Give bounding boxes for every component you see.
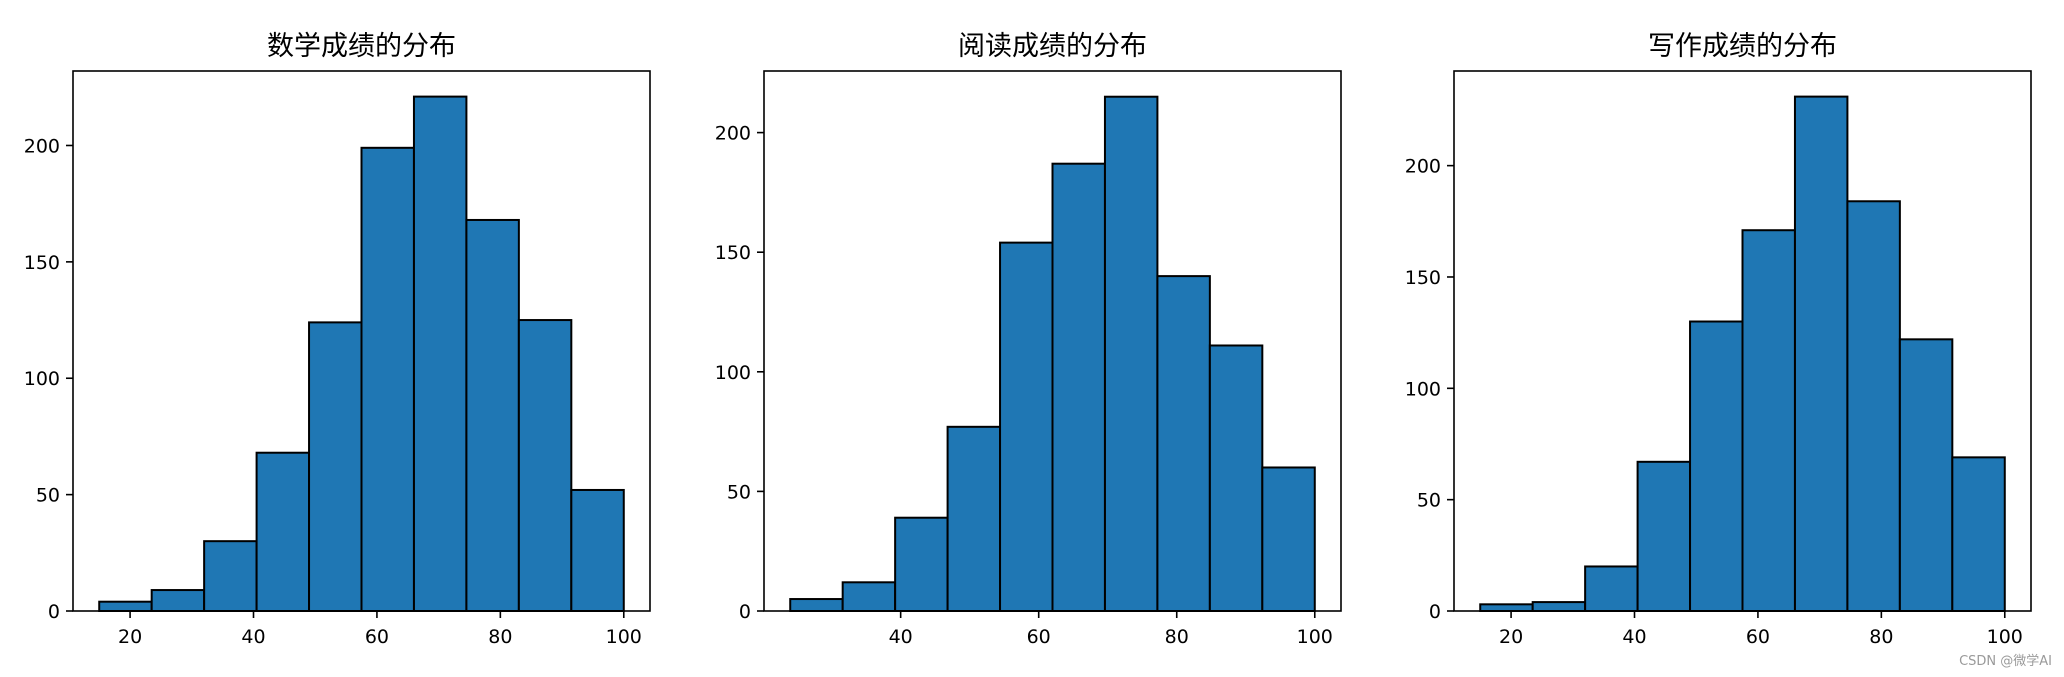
x-tick-label: 20 (1499, 626, 1523, 648)
histogram-bar (1793, 95, 1849, 612)
histogram-bar (946, 425, 1002, 613)
histogram-bar (894, 516, 949, 612)
x-tick-label: 60 (1746, 626, 1770, 648)
axes-frame (72, 70, 651, 612)
histogram-bar (1951, 456, 2006, 613)
histogram-bar (1103, 95, 1159, 612)
y-tick-label: 150 (715, 242, 751, 264)
histogram-bar (1898, 338, 1954, 612)
histogram-bar (1208, 344, 1264, 612)
histogram-bar (1689, 320, 1744, 612)
x-tick-label: 100 (606, 626, 642, 648)
y-tick-label: 100 (1405, 378, 1441, 400)
histogram-bar (999, 241, 1054, 613)
axes-frame (1453, 70, 2032, 612)
histogram-bar (1261, 466, 1316, 612)
y-tick-label: 200 (24, 135, 60, 157)
x-tick-label: 100 (1297, 626, 1333, 648)
y-tick-label: 100 (24, 368, 60, 390)
histogram-bar (465, 218, 520, 612)
histogram-bar (255, 451, 311, 613)
histogram-bar (1051, 162, 1106, 612)
histogram-bar (1156, 275, 1211, 612)
x-tick-label: 60 (365, 626, 389, 648)
y-tick-label: 0 (48, 601, 60, 623)
y-tick-label: 50 (36, 485, 60, 507)
y-tick-label: 150 (1405, 267, 1441, 289)
histogram-panel-3: 20 40 60 80 100 0 50 100 150 200 写作成绩的分布 (1405, 31, 2032, 648)
y-tick-label: 50 (1417, 490, 1441, 512)
histogram-bar (1741, 229, 1796, 612)
histogram-bar (1636, 460, 1692, 613)
x-tick-label: 60 (1027, 626, 1051, 648)
y-tick-label: 100 (715, 362, 751, 384)
axes-frame (763, 70, 1342, 612)
histogram-bar (360, 146, 415, 613)
chart-title: 写作成绩的分布 (1648, 31, 1837, 62)
histogram-bar (203, 540, 258, 613)
y-tick-label: 150 (24, 252, 60, 274)
histogram-bar (1584, 565, 1639, 613)
x-tick-label: 40 (1622, 626, 1646, 648)
x-tick-label: 40 (889, 626, 913, 648)
histogram-bar (1846, 200, 1901, 612)
histogram-bar (789, 598, 844, 612)
watermark: CSDN @微学AI (1959, 654, 2052, 669)
histogram-bar (1531, 601, 1587, 612)
histogram-bar (1479, 603, 1534, 612)
histogram-panel-2: 40 60 80 100 0 50 100 150 200 阅读成绩的分布 (715, 31, 1342, 648)
histogram-bar (570, 488, 625, 612)
y-tick-label: 0 (739, 601, 751, 623)
histogram-bar (841, 581, 897, 612)
y-tick-label: 50 (727, 481, 751, 503)
histogram-bar (517, 319, 573, 612)
x-tick-label: 20 (118, 626, 142, 648)
chart-title: 数学成绩的分布 (267, 31, 456, 62)
y-tick-label: 0 (1429, 601, 1441, 623)
histogram-bar (412, 95, 468, 612)
y-tick-label: 200 (715, 123, 751, 145)
chart-title: 阅读成绩的分布 (958, 31, 1147, 62)
x-tick-label: 80 (1165, 626, 1189, 648)
x-tick-label: 40 (241, 626, 265, 648)
x-tick-label: 80 (1869, 626, 1893, 648)
histogram-bar (308, 321, 363, 612)
histogram-bar (98, 600, 153, 612)
x-tick-label: 80 (488, 626, 512, 648)
histogram-panel-1: 20 40 60 80 100 0 50 100 150 200 数学成绩的分布 (24, 31, 651, 648)
x-tick-label: 100 (1987, 626, 2023, 648)
histogram-bar (150, 589, 206, 612)
y-tick-label: 200 (1405, 156, 1441, 178)
